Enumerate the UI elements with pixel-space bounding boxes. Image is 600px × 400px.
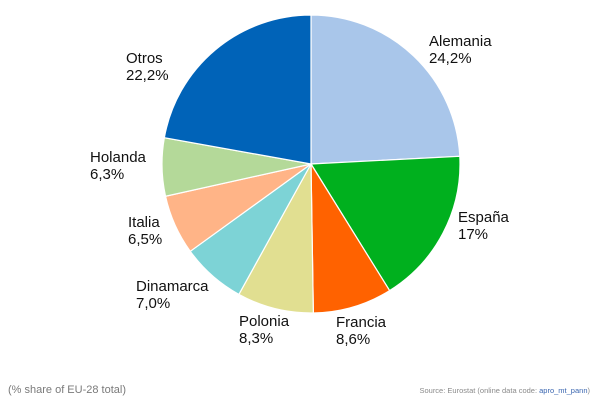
slice-label-value: 17% — [458, 226, 488, 243]
slice-label-value: 8,3% — [239, 330, 273, 347]
source-note: Source: Eurostat (online data code: apro… — [419, 386, 590, 395]
slice-label-name: Otros — [126, 50, 163, 67]
slice-label-value: 6,5% — [128, 231, 162, 248]
slice-label-name: Francia — [336, 314, 387, 331]
slice-label-name: Polonia — [239, 313, 290, 330]
pie-slice-otros — [163, 14, 312, 165]
source-prefix: Source: Eurostat (online data code: — [419, 386, 540, 395]
pie-slice-alemania — [310, 14, 461, 165]
slice-label-name: España — [458, 209, 510, 226]
source-code: apro_mt_pann — [539, 386, 588, 395]
slice-label-value: 6,3% — [90, 166, 124, 183]
source-suffix: ) — [587, 386, 591, 395]
slice-label-name: Dinamarca — [136, 278, 209, 295]
slice-label-value: 8,6% — [336, 331, 370, 348]
slice-label-value: 24,2% — [429, 50, 472, 67]
pie-slices — [161, 14, 461, 314]
slice-label-name: Alemania — [429, 33, 492, 50]
slice-label-value: 22,2% — [126, 67, 169, 84]
pie-slice-españa — [309, 155, 461, 292]
slice-label-value: 7,0% — [136, 295, 170, 312]
slice-label-name: Holanda — [90, 149, 147, 166]
slice-label-name: Italia — [128, 214, 160, 231]
chart-note: (% share of EU-28 total) — [8, 384, 126, 396]
